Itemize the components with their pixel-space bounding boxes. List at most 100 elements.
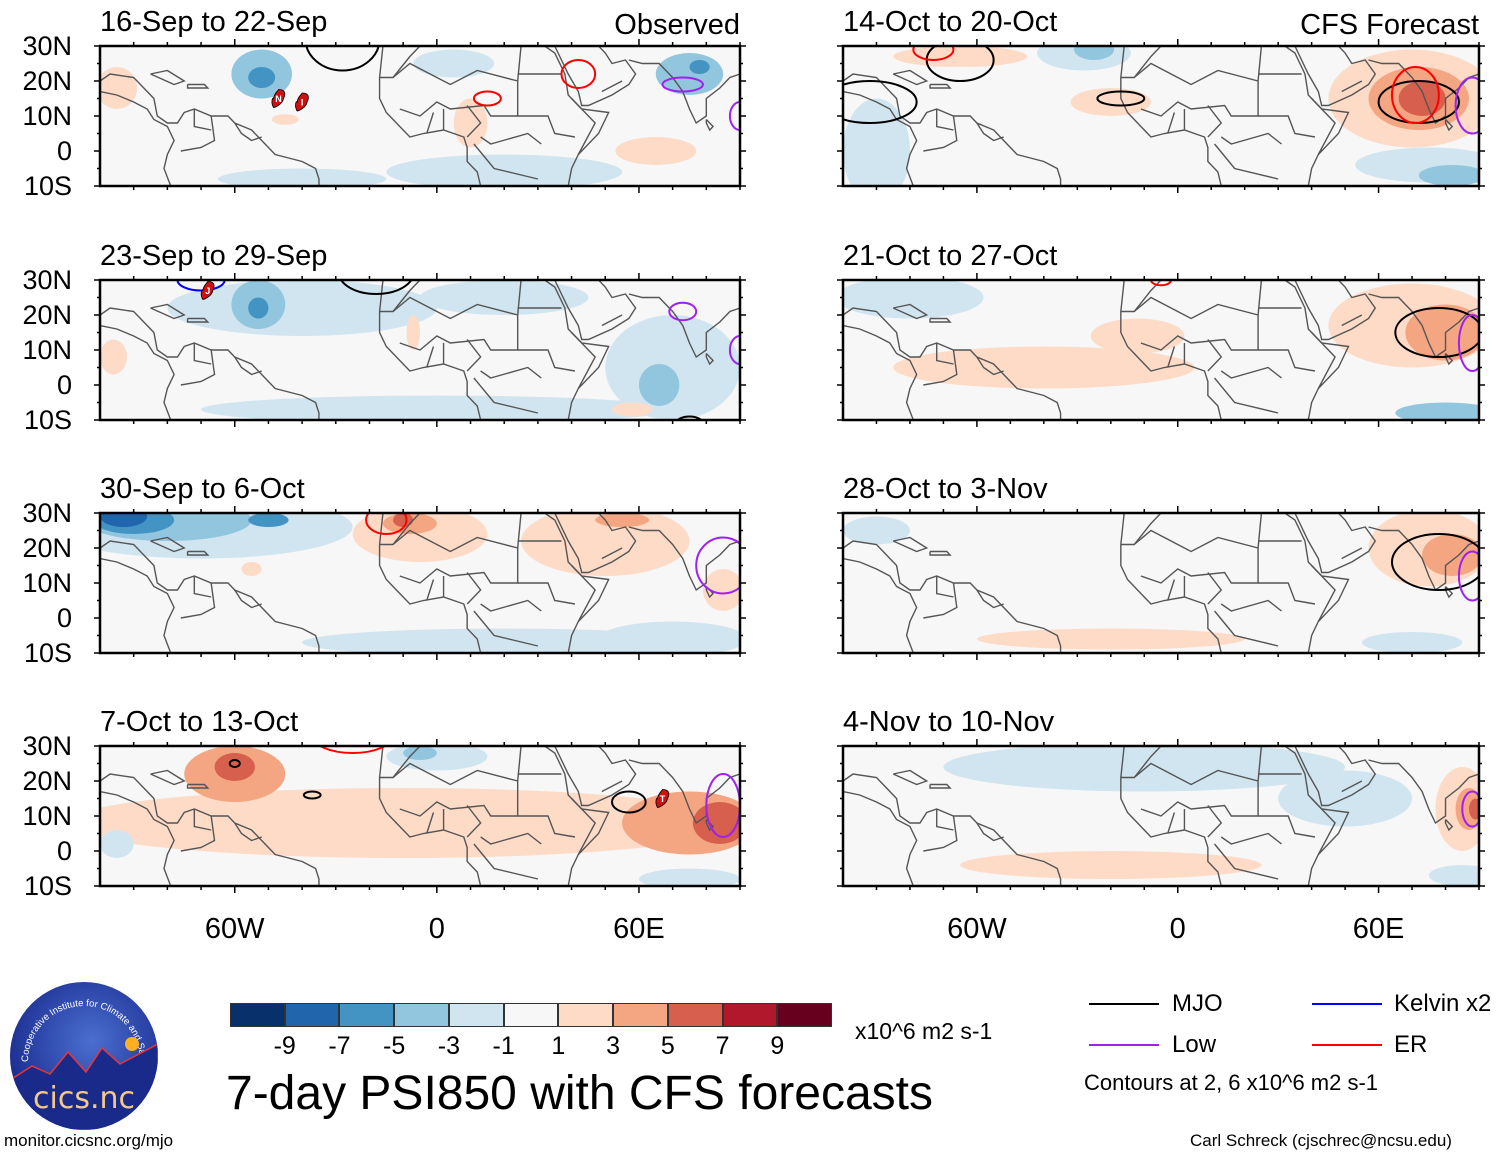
legend-line-low [1089,1044,1159,1046]
colorbar-box [503,1003,559,1027]
colorbar-tick-label: 7 [715,1032,730,1060]
y-tick-label: 0 [56,370,72,400]
coastline [180,349,216,386]
contour-low [1454,76,1479,135]
coastline [1120,513,1222,653]
coastline [628,59,740,125]
psi-anomaly-region [406,315,420,350]
coastline [843,790,918,886]
y-tick-label: 10S [23,405,72,435]
coastline [1167,112,1176,134]
coastline [1341,314,1363,327]
coastline [1294,513,1377,574]
contour-low [1461,790,1479,828]
legend-label-mjo: MJO [1172,990,1223,1017]
coastline [378,746,482,886]
colorbar-tick-label: -5 [383,1032,406,1060]
coastline [929,317,952,323]
colorbar-tick-label: 5 [660,1032,675,1060]
coastline [929,783,952,789]
y-tick-label: 10N [22,568,72,598]
psi-anomaly-region [612,402,653,417]
coastline [1120,280,1222,420]
coastline [150,303,186,320]
panel-label: CFS Forecast [1300,9,1479,41]
colorbar-tick-label: 3 [606,1032,621,1060]
panel-title: 16-Sep to 22-Sep [100,6,328,38]
psi-anomaly-region [702,569,740,611]
contour-mjo [340,280,413,295]
website-link[interactable]: monitor.cicsnc.org/mjo [4,1131,174,1150]
coastline [193,809,212,831]
psi-anomaly-region [1073,46,1115,60]
y-tick-label: 10N [22,335,72,365]
logo-graphic: Cooperative Institute for Climate and Sa… [10,982,158,1130]
y-tick-label: 0 [56,136,72,166]
coastline [1120,746,1162,779]
coastline [571,332,597,389]
psi-anomaly-region [1070,88,1151,116]
colorbar-tick-label: 1 [551,1032,566,1060]
coastline [480,132,542,145]
coastline [426,112,435,134]
psi-anomaly-region [413,49,495,78]
coastline [1341,80,1363,93]
legend-label-low: Low [1172,1031,1217,1058]
y-tick-label: 30N [22,498,72,528]
coastline [100,790,175,886]
coastline [705,119,715,132]
coastline [186,83,210,89]
contour-low [695,536,740,595]
psi-anomaly-region [843,280,984,319]
coastline [1341,547,1363,560]
coastline [1220,132,1282,145]
coastline [843,90,918,186]
coastline [473,843,539,880]
psi-anomaly-region [403,746,437,760]
coastline [466,805,482,838]
coastline [379,46,421,79]
colorbar-box [339,1003,395,1027]
coastline [601,80,623,93]
coastline [480,366,542,379]
contour-mjo [305,46,380,72]
contour-low [668,301,698,322]
coastline [1207,805,1223,838]
psi-anomaly-region [100,67,138,109]
y-tick-label: 10S [23,638,72,668]
storm-name: I [301,98,304,108]
coastline [516,280,522,316]
coastline [554,513,637,574]
coastline [892,303,929,320]
coastline [378,46,482,186]
coastline [480,599,542,612]
coastline [1341,780,1363,793]
y-tick-label: 20N [22,766,72,796]
psi-anomaly-region [100,339,127,375]
coastline [379,280,421,313]
coastline [186,550,210,556]
coastline [1257,513,1263,549]
x-tick-label: 60E [613,913,665,945]
x-tick-label: 60W [947,913,1007,945]
hurricane-icon: N [271,89,286,108]
coastline [186,317,210,323]
coastline [1368,526,1479,592]
contour-er [912,46,955,61]
psi-anomaly-region [100,513,148,527]
coastline [936,109,954,131]
coastline [1258,349,1316,372]
mountain-icon [10,1043,158,1130]
psi-anomaly-region [598,621,740,653]
coastline [923,582,958,619]
coastline [473,143,539,180]
coastline [426,812,435,834]
coastline [1257,746,1263,782]
colorbar-box [448,1003,504,1027]
coastline [628,759,740,825]
coastline [150,69,186,86]
